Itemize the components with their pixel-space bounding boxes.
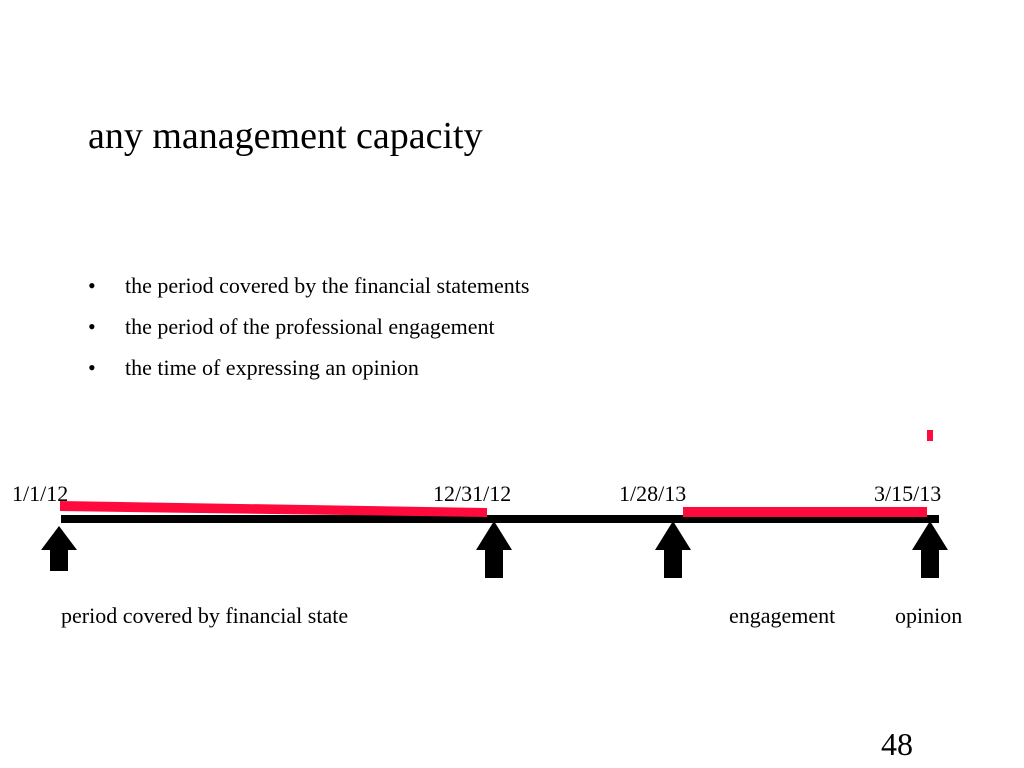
- up-arrow-icon: [41, 526, 77, 571]
- bullet-text: the period of the professional engagemen…: [125, 314, 495, 339]
- caption-opinion: opinion: [895, 603, 962, 628]
- caption-engagement: engagement: [729, 603, 835, 628]
- red-mark: [927, 430, 933, 441]
- timeline-axis: [61, 515, 939, 523]
- bullet-marker: •: [88, 273, 96, 298]
- up-arrow-icon: [655, 521, 691, 578]
- slide-title: any management capacity: [88, 115, 483, 157]
- period-highlight-bar: [60, 501, 487, 517]
- bullet-text: the time of expressing an opinion: [125, 355, 419, 380]
- up-arrow-icon: [912, 521, 948, 578]
- date-label-year-end: 12/31/12: [433, 481, 511, 506]
- bullet-marker: •: [88, 314, 96, 339]
- date-label-start: 1/1/12: [12, 481, 68, 506]
- page-number: 48: [881, 726, 913, 762]
- bullet-text: the period covered by the financial stat…: [125, 273, 530, 298]
- caption-period: period covered by financial state: [61, 603, 348, 628]
- up-arrow-icon: [476, 521, 512, 578]
- date-label-opinion: 3/15/13: [874, 481, 941, 506]
- date-label-engagement: 1/28/13: [619, 481, 686, 506]
- engagement-highlight-bar: [683, 507, 927, 517]
- bullet-marker: •: [88, 355, 96, 380]
